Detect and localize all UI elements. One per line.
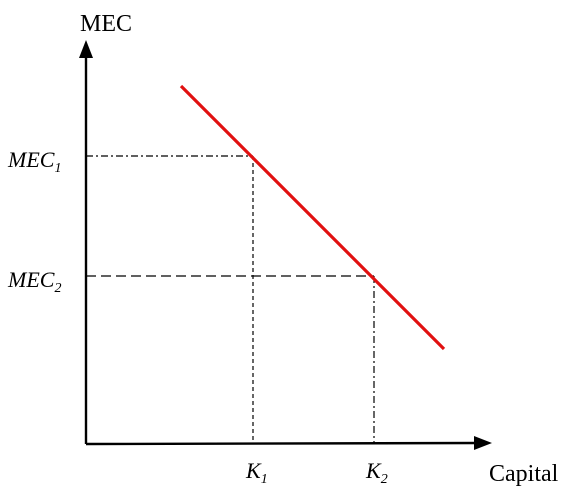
x-axis <box>85 441 481 446</box>
y-axis-arrowhead <box>79 40 93 58</box>
x-axis-title: Capital <box>489 461 559 487</box>
k1-label: K1 <box>245 458 268 487</box>
y-axis-title: MEC <box>80 11 132 37</box>
mec1-label: MEC1 <box>7 147 61 176</box>
x-axis-arrowhead <box>474 436 492 450</box>
mec-curve <box>179 84 446 351</box>
k2-label: K2 <box>365 458 388 487</box>
mec2-label: MEC2 <box>7 267 61 296</box>
